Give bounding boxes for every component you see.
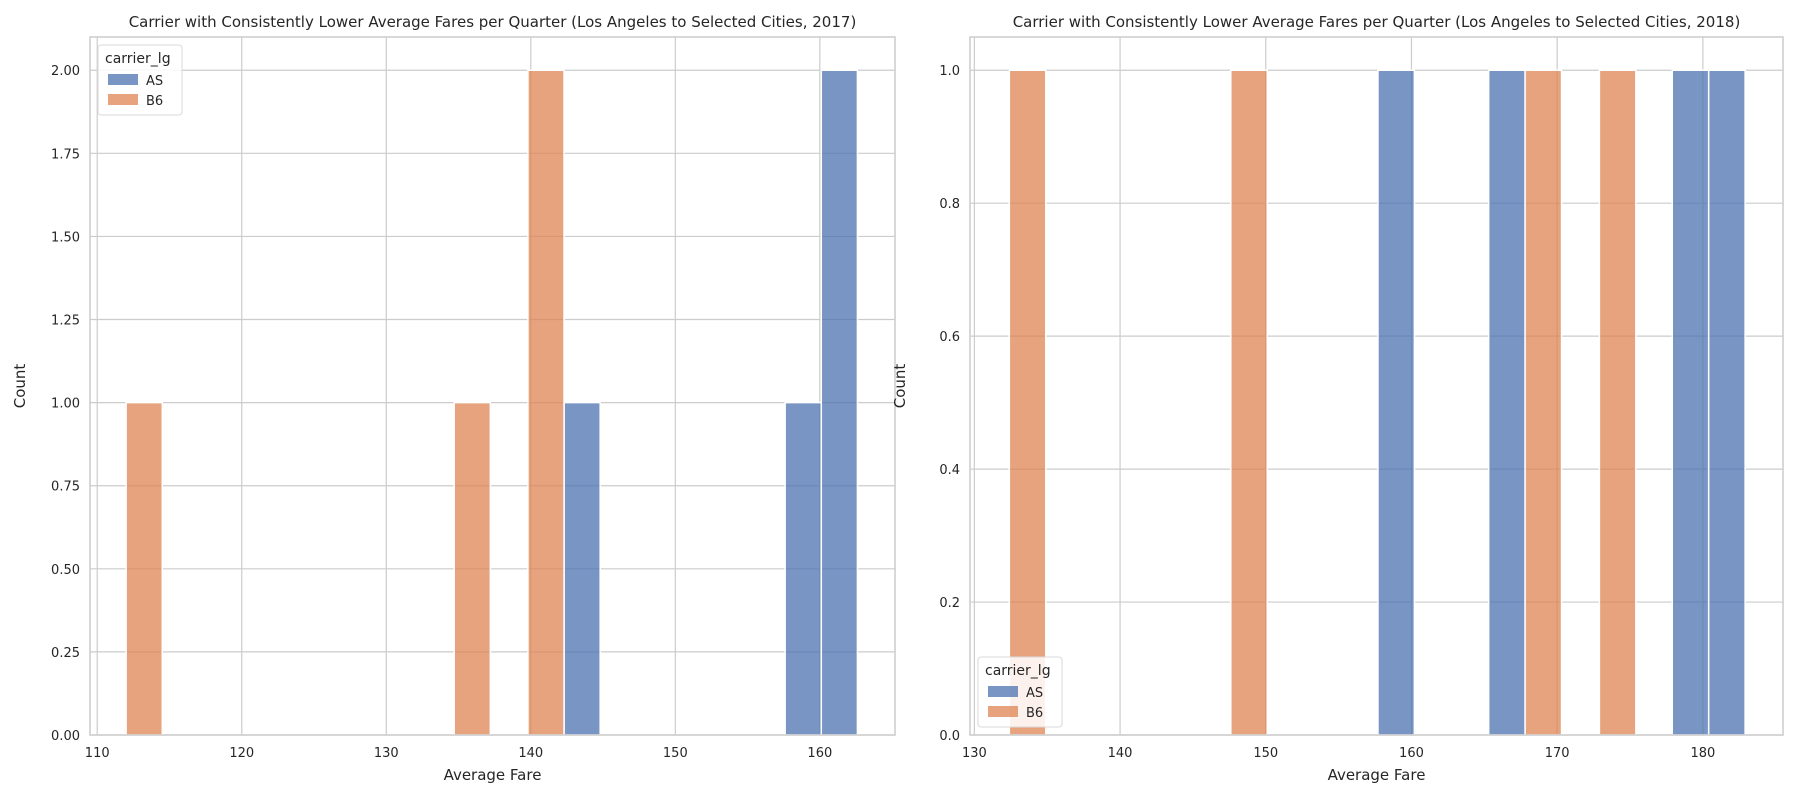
y-tick-label: 0.75 bbox=[51, 480, 80, 495]
bar-as bbox=[784, 401, 823, 736]
legend-label-b6: B6 bbox=[1026, 706, 1043, 721]
legend-swatch-b6 bbox=[988, 706, 1018, 717]
x-tick-label: 130 bbox=[374, 746, 399, 761]
legend-title: carrier_lg bbox=[985, 663, 1051, 679]
bar-as bbox=[563, 401, 601, 736]
x-tick-label: 120 bbox=[229, 746, 254, 761]
chart-title: Carrier with Consistently Lower Average … bbox=[1013, 13, 1741, 31]
x-tick-label: 140 bbox=[1108, 746, 1133, 761]
y-tick-label: 1.75 bbox=[51, 147, 80, 162]
plot-frame bbox=[969, 36, 1784, 736]
chart-title: Carrier with Consistently Lower Average … bbox=[129, 13, 857, 31]
legend-swatch-b6 bbox=[108, 94, 138, 105]
bar-as bbox=[1487, 69, 1526, 736]
x-axis-label: Average Fare bbox=[1328, 766, 1426, 784]
bar-as bbox=[1671, 69, 1710, 736]
y-tick-label: 0.0 bbox=[939, 729, 960, 744]
bar-as bbox=[820, 69, 859, 736]
y-tick-label: 1.25 bbox=[51, 314, 80, 329]
y-tick-label: 0.8 bbox=[939, 197, 960, 212]
x-tick-label: 170 bbox=[1545, 746, 1570, 761]
chart-panel-2: 130 140 150 160 170 180 0.0 0.2 0.4 0.6 0.8 1.0 Carr… bbox=[891, 13, 1784, 784]
y-tick-label: 0.25 bbox=[51, 646, 80, 661]
legend-label-as: AS bbox=[146, 74, 163, 89]
legend-swatch-as bbox=[988, 686, 1018, 697]
bar-b6 bbox=[1230, 69, 1268, 736]
x-axis-label: Average Fare bbox=[444, 766, 542, 784]
legend-label-b6: B6 bbox=[146, 94, 163, 109]
bar-b6 bbox=[1524, 69, 1563, 736]
x-tick-label: 150 bbox=[1253, 746, 1278, 761]
x-tick-label: 110 bbox=[85, 746, 110, 761]
y-axis-label: Count bbox=[891, 364, 909, 409]
y-tick-label: 0.2 bbox=[939, 596, 960, 611]
bar-b6 bbox=[1598, 69, 1637, 736]
legend-title: carrier_lg bbox=[105, 51, 171, 67]
x-tick-label: 130 bbox=[962, 746, 987, 761]
bar-as bbox=[1707, 69, 1746, 736]
y-tick-label: 2.00 bbox=[51, 64, 80, 79]
legend: carrier_lg AS B6 bbox=[97, 44, 183, 116]
x-tick-label: 180 bbox=[1690, 746, 1715, 761]
chart-panel-1: 110 120 130 140 150 160 0.00 0.25 0.50 0.75 1.00 1.… bbox=[11, 13, 896, 784]
y-tick-label: 0.00 bbox=[51, 729, 80, 744]
y-tick-label: 1.50 bbox=[51, 230, 80, 245]
bar-b6 bbox=[125, 401, 164, 736]
x-tick-label: 160 bbox=[807, 746, 832, 761]
bar-b6 bbox=[453, 401, 492, 736]
y-tick-label: 0.50 bbox=[51, 563, 80, 578]
y-axis-label: Count bbox=[11, 364, 29, 409]
plot-frame bbox=[89, 36, 896, 736]
bar-b6 bbox=[1008, 69, 1047, 736]
x-tick-label: 160 bbox=[1399, 746, 1424, 761]
x-tick-label: 150 bbox=[663, 746, 688, 761]
y-tick-label: 0.4 bbox=[939, 463, 960, 478]
legend-swatch-as bbox=[108, 74, 138, 85]
plot-area bbox=[970, 37, 1783, 735]
y-tick-label: 0.6 bbox=[939, 330, 960, 345]
y-tick-label: 1.00 bbox=[51, 397, 80, 412]
bar-b6 bbox=[527, 69, 565, 736]
legend-label-as: AS bbox=[1026, 686, 1043, 701]
plot-area bbox=[90, 37, 895, 735]
x-tick-label: 140 bbox=[518, 746, 543, 761]
y-tick-label: 1.0 bbox=[939, 64, 960, 79]
legend: carrier_lg AS B6 bbox=[977, 656, 1063, 728]
bar-as bbox=[1377, 69, 1416, 736]
